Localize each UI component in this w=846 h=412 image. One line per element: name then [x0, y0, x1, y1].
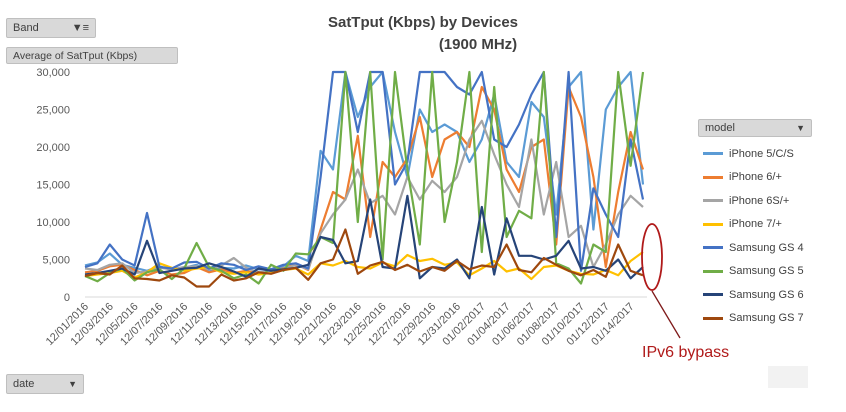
- legend-swatch: [703, 175, 723, 179]
- band-label: Band: [13, 22, 39, 34]
- chevron-down-icon: ▼: [68, 379, 77, 389]
- legend-item[interactable]: Samsung GS 7: [703, 307, 843, 331]
- legend-swatch: [703, 293, 723, 297]
- annotation-arrow-line: [651, 290, 681, 339]
- faded-box: [768, 366, 808, 388]
- chart-title: SatTput (Kbps) by Devices: [327, 14, 519, 31]
- legend-label: Samsung GS 7: [729, 312, 804, 325]
- legend-label: iPhone 5/C/S: [729, 147, 794, 160]
- y-axis-labels: 0 5,000 10,000 15,000 20,000 25,000 30,000: [36, 67, 70, 304]
- legend-swatch: [703, 246, 723, 250]
- legend-item[interactable]: iPhone 7/+: [703, 213, 843, 237]
- chart-legend: iPhone 5/C/S iPhone 6/+ iPhone 6S/+ iPhone …: [703, 142, 843, 330]
- band-filter-button[interactable]: Band ▼≡: [6, 18, 96, 38]
- y-tick-label: 15,000: [36, 180, 70, 192]
- date-field-label: date: [13, 378, 35, 390]
- legend-swatch: [703, 152, 723, 156]
- value-field-button[interactable]: Average of SatTput (Kbps): [6, 47, 178, 64]
- legend-label: iPhone 6S/+: [729, 194, 790, 207]
- x-axis-labels: 12/01/201612/03/201612/05/201612/07/2016…: [44, 301, 637, 348]
- legend-item[interactable]: iPhone 5/C/S: [703, 142, 843, 166]
- annotation-shapes: [641, 223, 681, 339]
- y-tick-label: 0: [64, 292, 70, 304]
- legend-swatch: [703, 199, 723, 203]
- series-line-iphone-6s-: [84, 119, 644, 275]
- y-tick-label: 30,000: [36, 67, 70, 79]
- date-axis-field-button[interactable]: date ▼: [6, 374, 84, 394]
- y-tick-label: 10,000: [36, 217, 70, 229]
- value-field-label: Average of SatTput (Kbps): [13, 49, 138, 62]
- legend-item[interactable]: iPhone 6S/+: [703, 189, 843, 213]
- legend-item[interactable]: iPhone 6/+: [703, 166, 843, 190]
- legend-label: iPhone 7/+: [729, 218, 782, 231]
- legend-label: Samsung GS 6: [729, 288, 804, 301]
- y-tick-label: 5,000: [42, 255, 70, 267]
- chevron-down-icon: ▼: [796, 123, 805, 133]
- legend-item[interactable]: Samsung GS 5: [703, 260, 843, 284]
- legend-swatch: [703, 316, 723, 320]
- legend-item[interactable]: Samsung GS 4: [703, 236, 843, 260]
- legend-label: Samsung GS 4: [729, 241, 804, 254]
- legend-item[interactable]: Samsung GS 6: [703, 283, 843, 307]
- legend-swatch: [703, 222, 723, 226]
- y-tick-label: 20,000: [36, 142, 70, 154]
- series-line-samsung-gs-6: [84, 194, 644, 280]
- chart-subtitle: (1900 MHz): [438, 36, 518, 53]
- model-legend-field-button[interactable]: model ▼: [698, 119, 812, 137]
- series-line-samsung-gs-7: [84, 228, 644, 288]
- annotation-ellipse: [641, 223, 663, 291]
- chart-lines: [84, 70, 645, 288]
- legend-label: iPhone 6/+: [729, 171, 782, 184]
- series-line-samsung-gs-5: [84, 70, 645, 285]
- filter-funnel-icon: ▼≡: [71, 22, 89, 34]
- legend-label: Samsung GS 5: [729, 265, 804, 278]
- legend-swatch: [703, 269, 723, 273]
- model-field-label: model: [705, 122, 735, 134]
- annotation-label: IPv6 bypass: [642, 344, 730, 361]
- y-tick-label: 25,000: [36, 105, 70, 117]
